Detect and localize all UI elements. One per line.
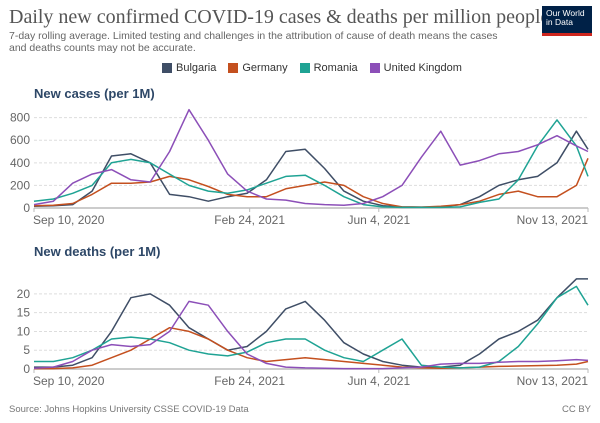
series-line-united-kingdom xyxy=(33,108,589,206)
legend-swatch xyxy=(162,63,172,73)
y-tick-label: 0 xyxy=(23,362,30,376)
legend-swatch xyxy=(228,63,239,73)
y-tick-label: 5 xyxy=(23,343,30,357)
legend-item[interactable]: United Kingdom xyxy=(369,62,462,74)
series-line-bulgaria xyxy=(34,278,588,368)
y-tick-label: 800 xyxy=(10,111,30,125)
y-tick-label: 400 xyxy=(10,156,30,170)
legend-label: Romania xyxy=(313,62,358,74)
x-tick-label: Feb 24, 2021 xyxy=(214,374,285,388)
x-tick-label: Feb 24, 2021 xyxy=(214,213,285,227)
legend-item[interactable]: Germany xyxy=(228,62,288,74)
panel-title: New cases (per 1M) xyxy=(34,86,155,101)
x-tick-label: Sep 10, 2020 xyxy=(33,374,105,388)
x-tick-label: Jun 4, 2021 xyxy=(347,374,410,388)
legend-label: Bulgaria xyxy=(176,62,217,74)
series-line-romania xyxy=(34,285,589,369)
y-tick-label: 15 xyxy=(17,306,31,320)
y-tick-label: 0 xyxy=(23,201,30,215)
chart-subtitle: 7-day rolling average. Limited testing a… xyxy=(9,30,498,54)
license-link[interactable]: CC BY xyxy=(561,404,591,415)
x-tick-label: Sep 10, 2020 xyxy=(33,213,105,227)
owid-logo[interactable]: Our World in Data xyxy=(542,6,592,36)
y-tick-label: 20 xyxy=(17,287,31,301)
legend-swatch xyxy=(299,63,310,73)
source-note: Source: Johns Hopkins University CSSE CO… xyxy=(9,404,249,415)
x-tick-label: Nov 13, 2021 xyxy=(517,374,589,388)
legend-label: United Kingdom xyxy=(383,62,462,74)
series-line-germany xyxy=(33,158,589,208)
legend-item[interactable]: Romania xyxy=(299,62,358,74)
y-tick-label: 600 xyxy=(10,133,30,147)
legend-swatch xyxy=(369,63,380,73)
y-tick-label: 200 xyxy=(10,178,30,192)
series-line-bulgaria xyxy=(33,130,589,208)
series-line-united-kingdom xyxy=(33,300,589,370)
y-tick-label: 10 xyxy=(17,324,31,338)
series-line-germany xyxy=(34,326,589,370)
series-line-romania xyxy=(33,119,589,209)
legend-label: Germany xyxy=(242,62,288,74)
legend: Bulgaria Germany Romania United Kingdom xyxy=(162,62,462,74)
x-tick-label: Jun 4, 2021 xyxy=(347,213,410,227)
legend-item[interactable]: Bulgaria xyxy=(162,62,216,74)
panel-title: New deaths (per 1M) xyxy=(34,244,160,259)
x-tick-label: Nov 13, 2021 xyxy=(517,213,589,227)
chart-title: Daily new confirmed COVID-19 cases & dea… xyxy=(9,6,550,28)
